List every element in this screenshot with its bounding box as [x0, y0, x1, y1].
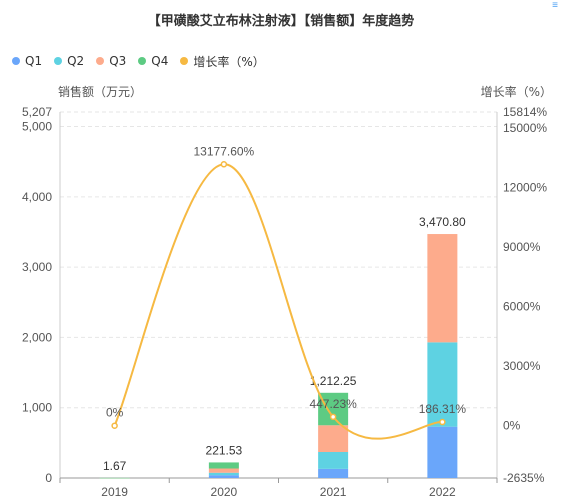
bar-q1 — [318, 468, 349, 478]
x-tick-label: 2020 — [211, 485, 238, 499]
growth-point — [329, 413, 337, 421]
y-left-tick-label: 1,000 — [22, 401, 52, 415]
growth-point — [220, 161, 228, 168]
legend-label-q4: Q4 — [151, 54, 169, 68]
growth-label: 447.23% — [309, 397, 357, 411]
bar-q2 — [318, 451, 349, 469]
legend-label-growth: 增长率（%） — [193, 54, 265, 69]
bar-q4 — [208, 462, 239, 469]
bar-q3 — [208, 468, 239, 473]
y-axis-right-label: 增长率（%） — [480, 85, 552, 99]
bar-q1 — [208, 475, 239, 478]
legend-marker-q1 — [12, 57, 20, 65]
legend-item-q1[interactable]: Q1 — [12, 54, 42, 68]
chart-title: 【甲磺酸艾立布林注射液】【销售额】年度趋势 — [147, 14, 415, 29]
y-right-tick-label: 15000% — [503, 121, 547, 135]
legend-marker-q2 — [54, 57, 63, 65]
growth-point — [439, 418, 446, 426]
y-right-tick-label: 9000% — [503, 240, 541, 254]
y-right-min-label: -2635% — [503, 471, 545, 485]
y-left-tick-label: 3,000 — [22, 260, 52, 274]
growth-label: 186.31% — [419, 402, 467, 416]
bar-total-label: 221.53 — [206, 443, 243, 457]
legend-item-q2[interactable]: Q2 — [54, 54, 84, 68]
menu-icon[interactable]: ≡ — [552, 0, 558, 11]
bar-total-label: 3,470.80 — [419, 215, 466, 229]
bar-q3 — [318, 425, 349, 452]
y-right-tick-label: 12000% — [503, 181, 547, 195]
y-right-max-label: 15814% — [503, 105, 547, 119]
growth-label: 13177.60% — [194, 144, 255, 158]
y-left-tick-label: 0 — [45, 471, 52, 485]
y-left-tick-label: 2,000 — [22, 330, 52, 344]
legend-marker-q3 — [96, 57, 105, 65]
growth-point — [111, 422, 118, 429]
legend-marker-q4 — [138, 57, 147, 65]
legend-marker-growth — [180, 57, 189, 65]
y-right-tick-label: 3000% — [503, 359, 541, 373]
bar-total-label: 1.67 — [103, 459, 127, 473]
legend-label-q3: Q3 — [109, 54, 127, 68]
legend-item-growth[interactable]: 增长率（%） — [180, 53, 265, 70]
y-left-tick-label: 4,000 — [22, 190, 52, 204]
x-tick-label: 2019 — [101, 485, 128, 499]
chart-legend: Q1 Q2 Q3 Q4 增长率（%） — [12, 53, 265, 69]
legend-label-q1: Q1 — [25, 54, 43, 68]
legend-item-q3[interactable]: Q3 — [96, 54, 126, 68]
bar-q2 — [208, 472, 239, 476]
y-left-max-label: 5,207 — [22, 105, 52, 119]
bar-q4 — [99, 477, 130, 479]
x-tick-label: 2021 — [320, 485, 347, 499]
bar-total-label: 1,212.25 — [310, 374, 357, 388]
bar-q1 — [427, 426, 458, 478]
legend-label-q2: Q2 — [67, 54, 85, 68]
y-axis-left-label: 销售额（万元） — [58, 85, 143, 99]
y-left-tick-label: 5,000 — [22, 120, 52, 134]
x-tick-label: 2022 — [429, 485, 456, 499]
growth-line — [113, 163, 443, 440]
legend-item-q4[interactable]: Q4 — [138, 54, 168, 68]
growth-label: 0% — [106, 406, 124, 420]
y-right-tick-label: 0% — [503, 419, 521, 433]
y-right-tick-label: 6000% — [503, 300, 541, 314]
bar-q3 — [427, 234, 458, 343]
bar-q2 — [427, 342, 458, 427]
